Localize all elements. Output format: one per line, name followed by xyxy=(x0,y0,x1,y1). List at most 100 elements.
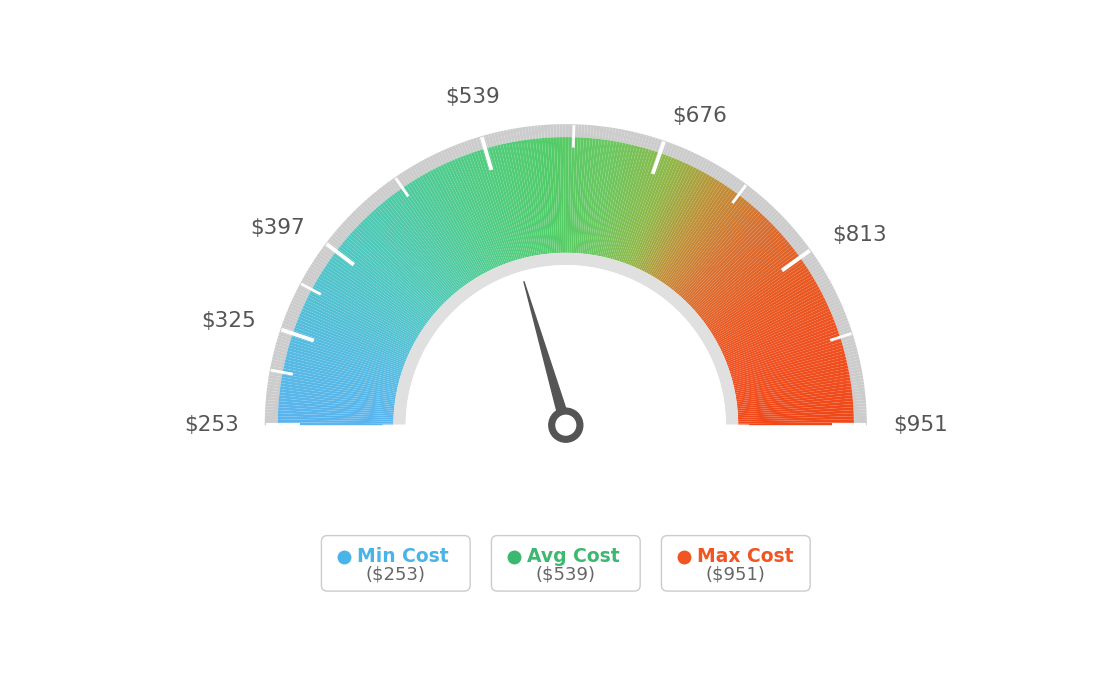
Polygon shape xyxy=(848,366,861,371)
Polygon shape xyxy=(369,195,380,207)
Polygon shape xyxy=(358,224,443,306)
Polygon shape xyxy=(328,261,424,328)
Polygon shape xyxy=(643,167,697,272)
Polygon shape xyxy=(272,359,285,365)
Polygon shape xyxy=(686,151,694,164)
Polygon shape xyxy=(364,199,375,211)
Polygon shape xyxy=(847,359,860,365)
Polygon shape xyxy=(284,317,297,325)
Polygon shape xyxy=(518,141,539,255)
Polygon shape xyxy=(691,154,700,167)
Polygon shape xyxy=(818,280,831,289)
Text: Max Cost: Max Cost xyxy=(697,547,794,566)
Polygon shape xyxy=(275,344,288,351)
Polygon shape xyxy=(522,127,527,140)
Polygon shape xyxy=(769,213,781,224)
Polygon shape xyxy=(853,400,866,404)
Polygon shape xyxy=(661,185,728,283)
Polygon shape xyxy=(404,169,414,182)
Polygon shape xyxy=(735,371,849,395)
Polygon shape xyxy=(493,132,500,146)
Polygon shape xyxy=(556,137,562,253)
Polygon shape xyxy=(287,348,400,381)
Text: $539: $539 xyxy=(446,87,500,107)
Polygon shape xyxy=(778,221,789,233)
Polygon shape xyxy=(320,248,332,258)
Polygon shape xyxy=(664,142,671,155)
Polygon shape xyxy=(737,410,853,418)
Polygon shape xyxy=(265,403,278,407)
Polygon shape xyxy=(440,164,492,270)
Polygon shape xyxy=(692,230,779,310)
Polygon shape xyxy=(782,226,794,237)
Polygon shape xyxy=(336,228,348,239)
Polygon shape xyxy=(581,124,585,138)
Polygon shape xyxy=(280,386,395,404)
Polygon shape xyxy=(329,258,425,327)
Polygon shape xyxy=(389,180,399,192)
Polygon shape xyxy=(740,186,751,197)
Polygon shape xyxy=(587,125,591,138)
Polygon shape xyxy=(266,397,279,401)
Polygon shape xyxy=(679,207,756,296)
Polygon shape xyxy=(379,187,390,199)
Polygon shape xyxy=(269,372,283,377)
Polygon shape xyxy=(340,224,352,235)
Polygon shape xyxy=(311,262,325,271)
Polygon shape xyxy=(699,159,708,171)
Polygon shape xyxy=(296,322,405,365)
Polygon shape xyxy=(680,149,688,162)
Polygon shape xyxy=(637,134,644,147)
Polygon shape xyxy=(265,413,278,416)
Polygon shape xyxy=(810,266,824,276)
Polygon shape xyxy=(477,150,514,262)
Polygon shape xyxy=(458,143,466,156)
Polygon shape xyxy=(279,329,293,336)
Polygon shape xyxy=(506,143,532,257)
Polygon shape xyxy=(390,196,461,289)
Polygon shape xyxy=(570,137,575,253)
Polygon shape xyxy=(575,137,584,253)
Polygon shape xyxy=(298,286,310,295)
Text: $951: $951 xyxy=(893,415,947,435)
Polygon shape xyxy=(317,279,417,339)
Polygon shape xyxy=(353,228,440,308)
Polygon shape xyxy=(799,248,811,258)
Polygon shape xyxy=(672,199,747,291)
Polygon shape xyxy=(689,224,774,306)
Polygon shape xyxy=(267,388,280,392)
Polygon shape xyxy=(523,140,542,255)
Text: $253: $253 xyxy=(184,415,238,435)
Polygon shape xyxy=(763,206,774,217)
Polygon shape xyxy=(457,157,502,266)
Polygon shape xyxy=(678,148,686,161)
Polygon shape xyxy=(658,140,665,153)
Polygon shape xyxy=(267,381,280,386)
Polygon shape xyxy=(619,151,658,262)
Polygon shape xyxy=(427,171,485,274)
Text: $397: $397 xyxy=(251,218,305,238)
Polygon shape xyxy=(278,416,393,422)
Polygon shape xyxy=(666,190,735,286)
Polygon shape xyxy=(302,305,410,355)
Polygon shape xyxy=(347,217,358,228)
Polygon shape xyxy=(704,161,713,174)
Polygon shape xyxy=(835,317,848,325)
Polygon shape xyxy=(268,375,282,380)
Polygon shape xyxy=(304,275,317,284)
Polygon shape xyxy=(278,422,393,425)
Polygon shape xyxy=(669,144,677,157)
Polygon shape xyxy=(831,308,845,316)
Polygon shape xyxy=(850,378,863,383)
Polygon shape xyxy=(283,368,396,393)
Polygon shape xyxy=(696,235,784,313)
Polygon shape xyxy=(360,221,444,304)
Polygon shape xyxy=(386,197,460,290)
Polygon shape xyxy=(723,172,732,185)
Polygon shape xyxy=(715,281,817,341)
Polygon shape xyxy=(716,284,818,342)
Polygon shape xyxy=(599,143,626,257)
Polygon shape xyxy=(631,132,638,146)
Polygon shape xyxy=(758,201,769,213)
Polygon shape xyxy=(282,374,396,397)
